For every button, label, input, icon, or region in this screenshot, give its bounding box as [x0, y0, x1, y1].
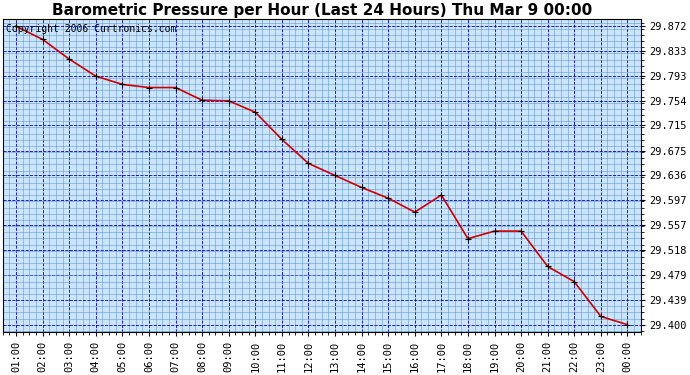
Title: Barometric Pressure per Hour (Last 24 Hours) Thu Mar 9 00:00: Barometric Pressure per Hour (Last 24 Ho…: [52, 3, 592, 18]
Text: Copyright 2006 Curtronics.com: Copyright 2006 Curtronics.com: [6, 24, 177, 34]
